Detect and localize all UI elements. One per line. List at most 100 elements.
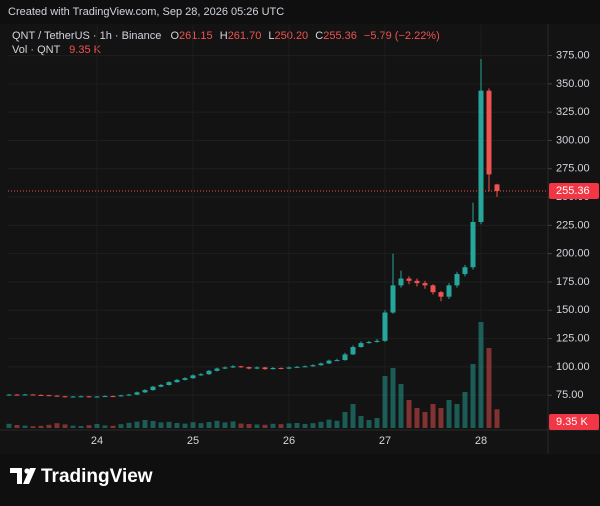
candle-body bbox=[374, 340, 380, 342]
chart-area bbox=[0, 24, 600, 454]
volume-bar bbox=[342, 412, 348, 428]
volume-bar bbox=[206, 422, 212, 428]
y-tick-label: 325.00 bbox=[556, 106, 590, 118]
volume-bar bbox=[430, 404, 436, 428]
candle-body bbox=[494, 184, 500, 191]
volume-bar bbox=[22, 425, 28, 428]
volume-bar bbox=[86, 425, 92, 428]
candle-body bbox=[422, 283, 428, 286]
candle-body bbox=[246, 367, 252, 369]
candle-body bbox=[254, 367, 260, 369]
candle-body bbox=[342, 354, 348, 361]
legend-line: QNT / TetherUS · 1h · Binance O261.15 H2… bbox=[12, 30, 440, 42]
y-tick-label: 200.00 bbox=[556, 248, 590, 260]
volume-bar bbox=[238, 423, 244, 428]
volume-bar bbox=[102, 425, 108, 428]
logo-part bbox=[23, 468, 36, 484]
candle-body bbox=[198, 374, 204, 376]
candle-body bbox=[54, 395, 60, 397]
y-tick-label: 100.00 bbox=[556, 361, 590, 373]
last-volume-label: 9.35 K bbox=[556, 416, 588, 428]
x-tick-label: 26 bbox=[283, 435, 295, 447]
volume-bar bbox=[54, 423, 60, 428]
candle-body bbox=[62, 396, 68, 398]
candle-body bbox=[358, 343, 364, 348]
candle-body bbox=[286, 367, 292, 369]
volume-bar bbox=[262, 424, 268, 428]
candle-body bbox=[318, 363, 324, 366]
candle-body bbox=[102, 396, 108, 398]
candle-body bbox=[390, 285, 396, 313]
candle-body bbox=[126, 394, 132, 396]
ohlc-value: 255.36 bbox=[323, 30, 357, 42]
candle-body bbox=[230, 366, 236, 368]
volume-bar bbox=[254, 424, 260, 428]
candle-body bbox=[382, 312, 388, 341]
volume-bar bbox=[134, 421, 140, 428]
candle-body bbox=[214, 368, 220, 371]
x-tick-label: 25 bbox=[187, 435, 199, 447]
volume-bar bbox=[350, 404, 356, 428]
volume-bar bbox=[174, 423, 180, 428]
candle-body bbox=[206, 370, 212, 375]
symbol: QNT / TetherUS · 1h · Binance bbox=[12, 30, 161, 42]
candle-body bbox=[270, 368, 276, 370]
candle-body bbox=[134, 392, 140, 395]
candle-body bbox=[398, 278, 404, 286]
volume-bar bbox=[198, 423, 204, 428]
candle-body bbox=[166, 382, 172, 385]
ohlc-key: C bbox=[315, 30, 323, 42]
y-tick-label: 125.00 bbox=[556, 332, 590, 344]
volume-bar bbox=[126, 422, 132, 428]
y-tick-label: 275.00 bbox=[556, 163, 590, 175]
candle-body bbox=[350, 347, 356, 355]
candle-body bbox=[142, 390, 148, 393]
candle-body bbox=[294, 366, 300, 368]
change: −5.79 (−2.22%) bbox=[364, 30, 440, 42]
ohlc-value: 250.20 bbox=[275, 30, 309, 42]
volume-bar bbox=[6, 423, 12, 428]
volume-bar bbox=[110, 425, 116, 428]
volume-bar bbox=[142, 420, 148, 428]
volume-bar bbox=[462, 392, 468, 428]
candle-body bbox=[70, 396, 76, 398]
candle-body bbox=[174, 379, 180, 383]
volume-bar bbox=[270, 423, 276, 428]
candle-body bbox=[38, 394, 44, 396]
candle-body bbox=[454, 274, 460, 286]
candle-body bbox=[78, 396, 84, 398]
volume-bar bbox=[166, 421, 172, 428]
last-price-box bbox=[549, 182, 599, 199]
candle-body bbox=[430, 285, 436, 293]
volume-bar bbox=[182, 423, 188, 428]
candle-body bbox=[414, 280, 420, 284]
candle-body bbox=[6, 394, 12, 396]
candle-body bbox=[94, 396, 100, 398]
plot: 75.00 100.00 125.00 150.00 175.00 200.00 225.0… bbox=[6, 25, 599, 447]
candle-body bbox=[470, 221, 476, 268]
volume-bar bbox=[470, 364, 476, 428]
logo-part bbox=[10, 468, 22, 484]
candle-body bbox=[86, 396, 92, 398]
volume-bar bbox=[246, 424, 252, 428]
y-tick-label: 350.00 bbox=[556, 78, 590, 90]
x-tick-label: 28 bbox=[475, 435, 487, 447]
candle-body bbox=[158, 384, 164, 387]
candle-body bbox=[462, 267, 468, 275]
volume-bar bbox=[406, 400, 412, 428]
candle-body bbox=[302, 366, 308, 368]
volume-bar bbox=[310, 423, 316, 428]
candle-body bbox=[334, 360, 340, 362]
volume-bar bbox=[390, 368, 396, 428]
x-tick-label: 27 bbox=[379, 435, 391, 447]
candle-body bbox=[366, 341, 372, 344]
candle-body bbox=[182, 378, 188, 380]
candle-body bbox=[486, 90, 492, 175]
volume-bar bbox=[414, 408, 420, 428]
volume-bar bbox=[14, 425, 20, 428]
ohlc-key: O bbox=[170, 30, 179, 42]
y-tick-label: 175.00 bbox=[556, 276, 590, 288]
last-volume-box bbox=[549, 414, 599, 430]
volume-bar bbox=[278, 424, 284, 428]
